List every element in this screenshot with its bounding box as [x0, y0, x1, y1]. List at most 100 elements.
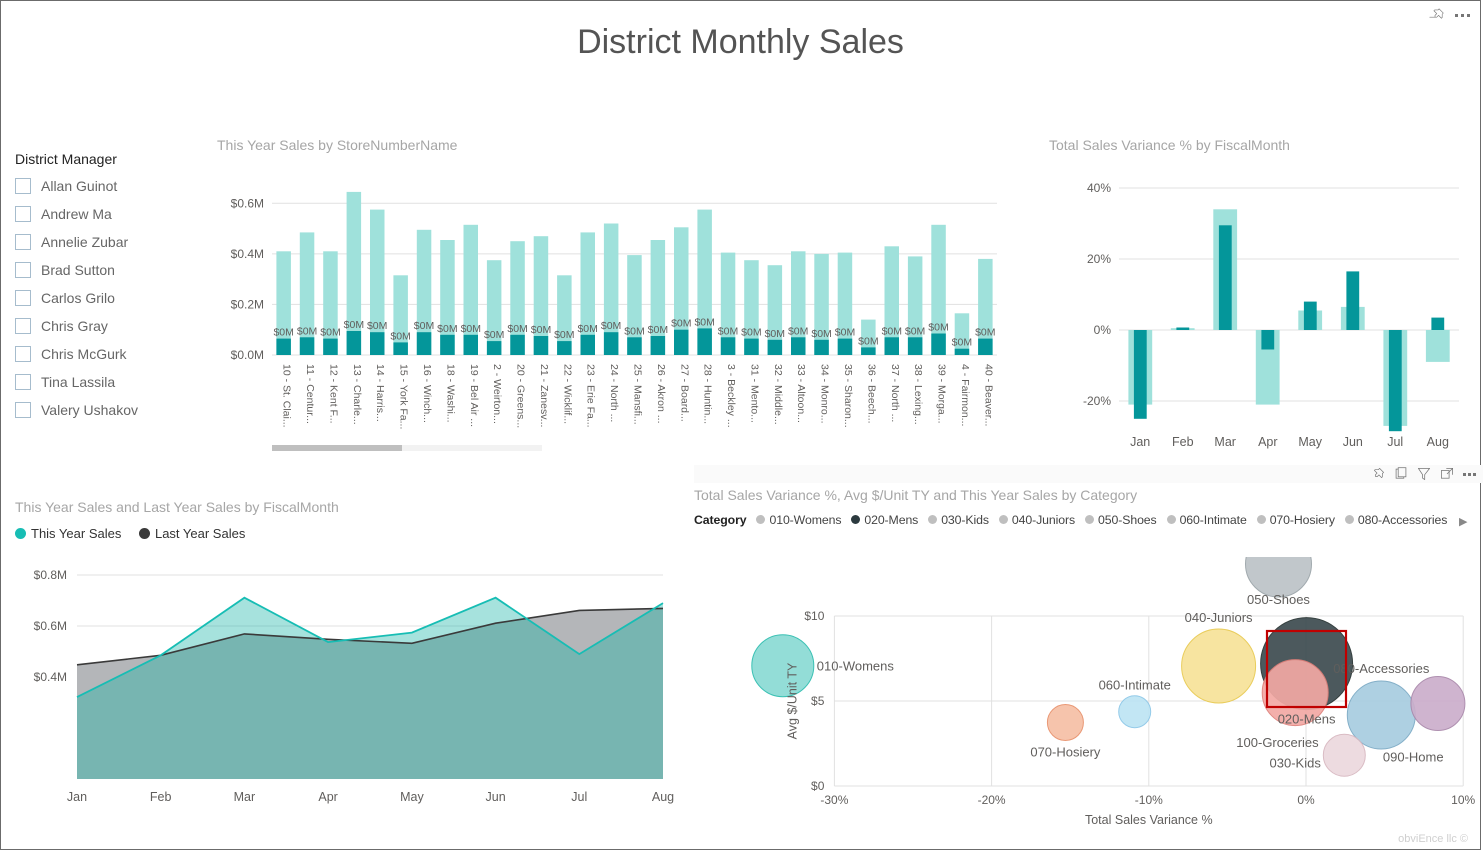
svg-text:24 - North ...: 24 - North ...: [608, 364, 620, 422]
svg-text:$0M: $0M: [905, 325, 925, 337]
svg-text:34 - Monro...: 34 - Monro...: [819, 364, 831, 424]
svg-text:010-Womens: 010-Womens: [817, 659, 895, 674]
svg-text:$0M: $0M: [811, 328, 831, 340]
svg-text:13 - Charle...: 13 - Charle...: [351, 364, 363, 425]
svg-text:$0M: $0M: [694, 316, 714, 328]
svg-text:060-Intimate: 060-Intimate: [1099, 678, 1171, 693]
svg-text:$5: $5: [811, 694, 825, 708]
svg-text:38 - Lexing...: 38 - Lexing...: [912, 364, 924, 425]
svg-text:$0M: $0M: [718, 325, 738, 337]
svg-text:19 - Bel Air ...: 19 - Bel Air ...: [468, 364, 480, 427]
svg-text:22 - Wicklif...: 22 - Wicklif...: [561, 364, 573, 424]
svg-text:Mar: Mar: [1214, 435, 1236, 449]
svg-text:$0M: $0M: [297, 325, 317, 337]
svg-text:12 - Kent F...: 12 - Kent F...: [328, 364, 340, 424]
svg-text:$0M: $0M: [765, 328, 785, 340]
svg-text:$0M: $0M: [975, 327, 995, 339]
svg-text:26 - Akron ...: 26 - Akron ...: [655, 364, 667, 424]
svg-text:020-Mens: 020-Mens: [1278, 712, 1336, 727]
svg-text:$0M: $0M: [577, 323, 597, 335]
svg-text:$0M: $0M: [671, 318, 691, 330]
svg-text:Jul: Jul: [571, 790, 587, 804]
svg-text:070-Hosiery: 070-Hosiery: [1030, 745, 1101, 760]
svg-text:$0M: $0M: [788, 325, 808, 337]
svg-text:Jan: Jan: [1130, 435, 1150, 449]
svg-text:$0.6M: $0.6M: [34, 619, 67, 633]
svg-text:$0M: $0M: [390, 330, 410, 342]
svg-text:040-Juniors: 040-Juniors: [1185, 610, 1253, 625]
svg-text:Avg $/Unit TY: Avg $/Unit TY: [785, 662, 799, 739]
svg-text:16 - Winch...: 16 - Winch...: [421, 364, 433, 423]
svg-text:10 - St. Clai...: 10 - St. Clai...: [281, 364, 293, 428]
svg-text:$0: $0: [811, 779, 825, 793]
svg-text:20%: 20%: [1087, 252, 1111, 266]
svg-text:$0M: $0M: [531, 324, 551, 336]
svg-text:$0M: $0M: [554, 329, 574, 341]
svg-text:10%: 10%: [1451, 793, 1475, 807]
svg-text:40%: 40%: [1087, 181, 1111, 195]
svg-text:$0M: $0M: [835, 327, 855, 339]
svg-text:050-Shoes: 050-Shoes: [1247, 592, 1310, 607]
svg-text:Mar: Mar: [234, 790, 256, 804]
svg-text:-10%: -10%: [1135, 793, 1163, 807]
svg-text:-30%: -30%: [820, 793, 848, 807]
svg-text:25 - Mansfi...: 25 - Mansfi...: [632, 364, 644, 425]
svg-text:Feb: Feb: [1172, 435, 1194, 449]
svg-text:100-Groceries: 100-Groceries: [1236, 735, 1319, 750]
svg-text:Apr: Apr: [1258, 435, 1277, 449]
svg-text:$0M: $0M: [320, 327, 340, 339]
svg-text:23 - Erie Fa...: 23 - Erie Fa...: [585, 364, 597, 428]
svg-text:0%: 0%: [1297, 793, 1315, 807]
svg-text:18 - Washi...: 18 - Washi...: [444, 364, 456, 423]
svg-text:May: May: [1298, 435, 1322, 449]
svg-text:$0M: $0M: [648, 324, 668, 336]
svg-text:40 - Beaver...: 40 - Beaver...: [982, 364, 994, 426]
svg-text:31 - Mento...: 31 - Mento...: [748, 364, 760, 423]
svg-text:Jun: Jun: [1343, 435, 1363, 449]
svg-text:Total Sales Variance %: Total Sales Variance %: [1085, 813, 1213, 827]
svg-text:35 - Sharon...: 35 - Sharon...: [842, 364, 854, 428]
svg-text:3 - Beckley ...: 3 - Beckley ...: [725, 364, 737, 428]
svg-text:Jan: Jan: [67, 790, 87, 804]
svg-text:$0M: $0M: [344, 319, 364, 331]
svg-text:$0.0M: $0.0M: [231, 348, 264, 362]
svg-text:$0.4M: $0.4M: [34, 670, 67, 684]
svg-text:21 - Zanesv...: 21 - Zanesv...: [538, 364, 550, 427]
svg-text:32 - Middle...: 32 - Middle...: [772, 364, 784, 425]
svg-text:030-Kids: 030-Kids: [1270, 756, 1322, 771]
svg-text:$10: $10: [804, 609, 824, 623]
svg-text:090-Home: 090-Home: [1383, 750, 1444, 765]
svg-text:Aug: Aug: [1427, 435, 1449, 449]
svg-text:$0.4M: $0.4M: [231, 247, 264, 261]
svg-text:$0.6M: $0.6M: [231, 196, 264, 210]
svg-text:2 - Weirton...: 2 - Weirton...: [491, 364, 503, 424]
svg-text:Aug: Aug: [652, 790, 674, 804]
svg-text:$0M: $0M: [507, 323, 527, 335]
svg-text:$0M: $0M: [741, 327, 761, 339]
svg-text:Feb: Feb: [150, 790, 172, 804]
svg-text:$0M: $0M: [461, 323, 481, 335]
svg-text:-20%: -20%: [978, 793, 1006, 807]
svg-text:11 - Centur...: 11 - Centur...: [304, 364, 316, 424]
svg-text:28 - Huntin...: 28 - Huntin...: [702, 364, 714, 424]
svg-text:$0M: $0M: [624, 325, 644, 337]
svg-text:27 - Board...: 27 - Board...: [678, 364, 690, 422]
svg-text:$0M: $0M: [858, 335, 878, 347]
svg-text:Jul: Jul: [1387, 435, 1403, 449]
svg-text:15 - York Fa...: 15 - York Fa...: [398, 364, 410, 429]
svg-text:$0M: $0M: [437, 323, 457, 335]
svg-text:$0M: $0M: [367, 320, 387, 332]
svg-text:080-Accessories: 080-Accessories: [1333, 661, 1430, 676]
svg-text:$0M: $0M: [273, 327, 293, 339]
svg-text:$0M: $0M: [601, 320, 621, 332]
svg-text:$0M: $0M: [414, 320, 434, 332]
svg-text:$0.2M: $0.2M: [231, 297, 264, 311]
svg-text:$0M: $0M: [928, 322, 948, 334]
svg-text:$0M: $0M: [952, 337, 972, 349]
svg-text:20 - Greens...: 20 - Greens...: [515, 364, 527, 428]
svg-text:$0M: $0M: [882, 325, 902, 337]
svg-text:Jun: Jun: [486, 790, 506, 804]
svg-text:39 - Morga...: 39 - Morga...: [936, 364, 948, 424]
svg-text:May: May: [400, 790, 424, 804]
svg-text:36 - Beech...: 36 - Beech...: [865, 364, 877, 424]
